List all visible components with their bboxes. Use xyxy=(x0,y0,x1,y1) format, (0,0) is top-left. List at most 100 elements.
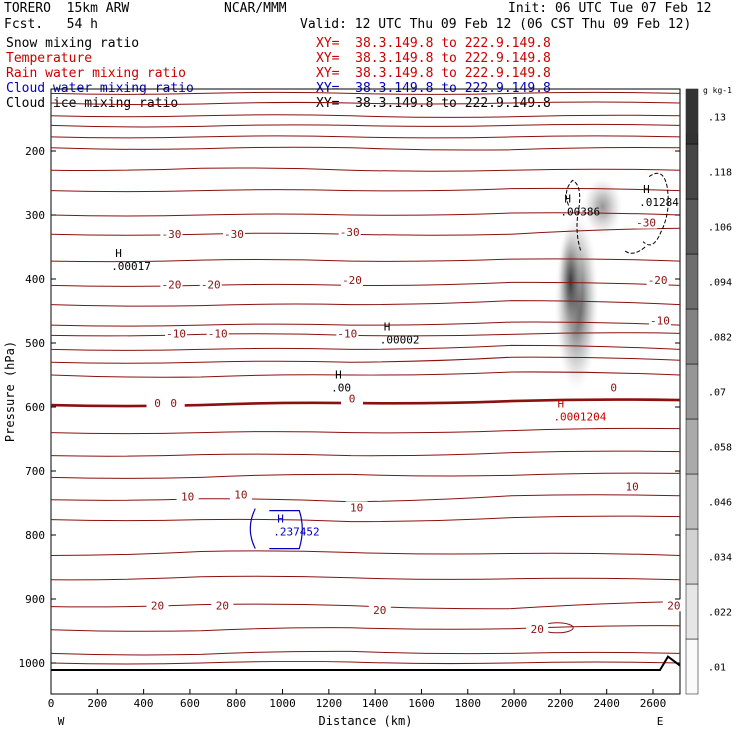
extremum-value-1: .00 xyxy=(331,382,351,395)
y-tick-label-2: 400 xyxy=(25,273,45,286)
colorbar-cell-3 xyxy=(685,473,699,530)
isotherm-line-12 xyxy=(50,300,681,307)
isotherm-line-3 xyxy=(50,123,681,128)
isotherm-label-13: 0 xyxy=(349,393,356,406)
isotherm-label-bg-21 xyxy=(368,603,391,616)
isotherm-label-bg-24 xyxy=(635,216,658,229)
isotherm-label-10: -10 xyxy=(650,315,670,328)
legend-snow-label: Snow mixing ratio xyxy=(6,36,140,51)
y-tick-label-6: 800 xyxy=(25,529,45,542)
colorbar-label-4: .058 xyxy=(708,443,732,454)
isotherm-line-1 xyxy=(50,101,681,106)
isotherm-label-bg-2 xyxy=(338,226,361,239)
isotherm-line-15 xyxy=(50,344,681,351)
extremum-value-5: .0001204 xyxy=(553,410,606,423)
x-tick-label-5: 1000 xyxy=(269,697,296,710)
isotherm-label-0: -30 xyxy=(161,228,181,241)
isotherm-line-6 xyxy=(50,167,681,172)
y-tick-label-7: 900 xyxy=(25,593,45,606)
y-tick-label-4: 600 xyxy=(25,401,45,414)
isotherm-label-bg-6 xyxy=(646,274,669,287)
isotherm-label-bg-17 xyxy=(345,501,368,514)
extremum-marker-1: H xyxy=(335,369,342,382)
isotherm-line-20 xyxy=(50,450,681,457)
x-axis-title: Distance (km) xyxy=(319,714,413,728)
isotherm-label-bg-19 xyxy=(146,599,169,612)
isotherm-line-24 xyxy=(50,550,681,556)
colorbar-label-8: .106 xyxy=(708,223,732,234)
isotherm-label-1: -30 xyxy=(224,228,244,241)
extremum-marker-4: H xyxy=(643,183,650,196)
isotherm-line-4 xyxy=(50,135,681,139)
isotherm-label-23: 20 xyxy=(667,599,680,612)
isotherm-label-21: 20 xyxy=(373,604,386,617)
x-tick-label-3: 600 xyxy=(180,697,200,710)
colorbar-cell-2 xyxy=(685,528,699,585)
legend-rain-label: Rain water mixing ratio xyxy=(6,66,187,81)
cloud-ice-contour-3 xyxy=(624,246,646,254)
isotherm-line-22 xyxy=(50,494,681,503)
isotherm-line-27 xyxy=(50,625,681,632)
colorbar-label-7: .094 xyxy=(708,278,732,289)
isotherm-line-7 xyxy=(50,187,681,193)
y-axis-title: Pressure (hPa) xyxy=(3,341,17,442)
isotherm-line-18 xyxy=(50,398,681,408)
isotherm-label-bg-10 xyxy=(648,314,671,327)
x-tick-label-4: 800 xyxy=(226,697,246,710)
isotherm-line-2 xyxy=(50,114,681,118)
isotherm-label-9: -10 xyxy=(337,327,357,340)
colorbar-label-0: .01 xyxy=(708,663,726,674)
isotherm-label-bg-4 xyxy=(199,278,222,291)
isotherm-label-bg-15 xyxy=(176,490,199,503)
isotherm-label-bg-14 xyxy=(602,381,625,394)
isotherm-label-bg-5 xyxy=(341,274,363,287)
isotherm-label-bg-9 xyxy=(336,327,359,340)
colorbar-cell-0 xyxy=(685,638,699,695)
y-tick-label-3: 500 xyxy=(25,337,45,350)
extremum-marker-3: H xyxy=(564,193,571,206)
isotherm-line-28 xyxy=(50,650,681,656)
isotherm-label-14: 0 xyxy=(610,382,617,395)
snow-shading-core xyxy=(558,226,583,337)
isotherm-label-bg-23 xyxy=(662,599,685,612)
x-end-label-right: E xyxy=(657,715,664,728)
isotherm-line-0 xyxy=(50,91,681,95)
legend-rain-xy: XY= 38.3.149.8 to 222.9.149.8 xyxy=(316,66,551,81)
x-tick-label-2: 400 xyxy=(134,697,154,710)
extremum-marker-0: H xyxy=(115,247,122,260)
terrain-line xyxy=(51,655,681,672)
legend-cloudwater-label: Cloud water mixing ratio xyxy=(6,81,194,96)
isotherm-label-24: -30 xyxy=(636,217,656,230)
isotherm-line-16 xyxy=(50,356,681,364)
isotherm-label-16: 10 xyxy=(234,489,247,502)
extremum-value-2: .00002 xyxy=(380,334,420,347)
isotherm-label-8: -10 xyxy=(208,327,228,340)
isotherm-line-21 xyxy=(50,472,681,479)
cloud-ice-contour-2 xyxy=(642,172,669,246)
extremum-value-4: .01284 xyxy=(639,196,679,209)
isotherm-label-19: 20 xyxy=(151,599,164,612)
isotherm-line-25 xyxy=(50,575,681,581)
isotherm-label-bg-3 xyxy=(160,278,183,291)
colorbar-cell-6 xyxy=(685,308,699,365)
x-tick-label-7: 1400 xyxy=(362,697,389,710)
cloud-water-contour-left xyxy=(249,508,256,549)
isotherm-label-bg-18 xyxy=(621,480,644,493)
isotherm-label-bg-12 xyxy=(162,397,185,410)
isotherm-label-3: -20 xyxy=(161,279,181,292)
isotherm-line-17 xyxy=(50,371,681,378)
init-label: Init: 06 UTC Tue 07 Feb 12 xyxy=(508,1,712,16)
isotherm-label-bg-20 xyxy=(211,599,234,612)
isotherm-label-6: -20 xyxy=(648,274,668,287)
colorbar-cell-9 xyxy=(685,143,699,200)
colorbar-cell-7 xyxy=(685,253,699,310)
isotherm-label-12: 0 xyxy=(170,397,177,410)
isotherm-label-bg-13 xyxy=(341,392,363,405)
isotherm-label-5: -20 xyxy=(342,274,362,287)
isotherm-line-5 xyxy=(50,146,681,151)
colorbar-cell-8 xyxy=(685,198,699,255)
isotherm-label-4: -20 xyxy=(201,279,221,292)
legend-temperature-label: Temperature xyxy=(6,51,93,66)
colorbar-cell-5 xyxy=(685,363,699,420)
